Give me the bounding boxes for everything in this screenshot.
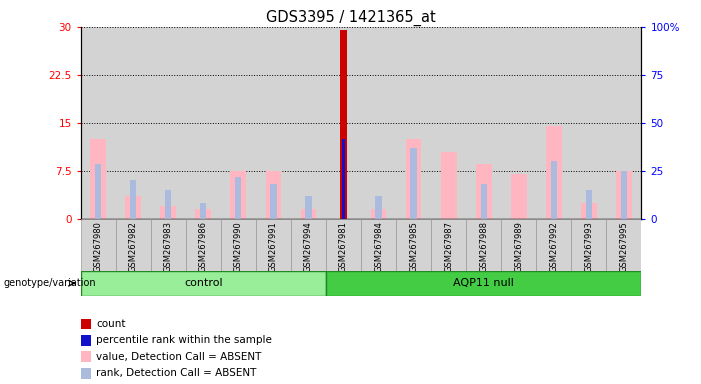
Bar xyxy=(256,27,291,219)
Bar xyxy=(236,177,242,219)
Text: GSM267992: GSM267992 xyxy=(550,222,558,272)
Text: AQP11 null: AQP11 null xyxy=(454,278,514,288)
Bar xyxy=(116,219,151,271)
Text: GSM267991: GSM267991 xyxy=(269,222,278,272)
Text: genotype/variation: genotype/variation xyxy=(4,278,96,288)
Bar xyxy=(326,219,361,271)
Text: percentile rank within the sample: percentile rank within the sample xyxy=(96,335,272,345)
Bar xyxy=(81,368,90,379)
Bar xyxy=(431,219,466,271)
Bar xyxy=(340,30,348,219)
Bar xyxy=(481,184,487,219)
Bar xyxy=(151,219,186,271)
Bar xyxy=(231,171,246,219)
Bar xyxy=(342,139,346,219)
Bar xyxy=(196,209,211,219)
Bar xyxy=(151,27,186,219)
Text: GSM267981: GSM267981 xyxy=(339,222,348,272)
Bar xyxy=(546,126,562,219)
Bar xyxy=(186,27,221,219)
Bar xyxy=(606,219,641,271)
Bar xyxy=(551,161,557,219)
Text: GSM267984: GSM267984 xyxy=(374,222,383,272)
Bar xyxy=(200,203,207,219)
Text: GSM267988: GSM267988 xyxy=(479,222,488,273)
Bar xyxy=(161,206,176,219)
Bar xyxy=(621,171,627,219)
Bar xyxy=(466,219,501,271)
Text: GSM267994: GSM267994 xyxy=(304,222,313,272)
Bar xyxy=(81,27,116,219)
Text: rank, Detection Call = ABSENT: rank, Detection Call = ABSENT xyxy=(96,368,257,378)
Bar xyxy=(81,318,90,329)
Bar xyxy=(466,27,501,219)
Bar xyxy=(326,271,641,296)
Text: control: control xyxy=(184,278,223,288)
Text: GSM267986: GSM267986 xyxy=(199,222,207,273)
Text: GSM267980: GSM267980 xyxy=(94,222,102,272)
Text: GSM267990: GSM267990 xyxy=(234,222,243,272)
Bar xyxy=(441,152,456,219)
Bar xyxy=(431,27,466,219)
Text: value, Detection Call = ABSENT: value, Detection Call = ABSENT xyxy=(96,352,261,362)
Bar xyxy=(606,27,641,219)
Bar xyxy=(536,27,571,219)
Bar xyxy=(571,27,606,219)
Bar xyxy=(95,164,102,219)
Bar xyxy=(586,190,592,219)
Bar xyxy=(476,164,491,219)
Bar xyxy=(221,219,256,271)
Bar xyxy=(411,149,416,219)
Bar xyxy=(291,27,326,219)
Bar xyxy=(376,197,382,219)
Bar xyxy=(301,209,316,219)
Bar xyxy=(81,335,90,346)
Text: GSM267995: GSM267995 xyxy=(620,222,628,272)
Bar xyxy=(81,219,116,271)
Bar xyxy=(326,27,361,219)
Bar xyxy=(221,27,256,219)
Bar xyxy=(130,180,137,219)
Bar xyxy=(501,219,536,271)
Bar xyxy=(165,190,172,219)
Bar xyxy=(116,27,151,219)
Bar xyxy=(396,219,431,271)
Bar xyxy=(581,203,597,219)
Bar xyxy=(271,184,276,219)
Bar xyxy=(616,171,632,219)
Bar xyxy=(125,197,141,219)
Text: GSM267985: GSM267985 xyxy=(409,222,418,272)
Bar xyxy=(90,139,106,219)
Bar xyxy=(256,219,291,271)
Text: GSM267993: GSM267993 xyxy=(585,222,593,272)
Bar xyxy=(406,139,421,219)
Bar xyxy=(186,219,221,271)
Text: GSM267987: GSM267987 xyxy=(444,222,453,273)
Bar xyxy=(511,174,526,219)
Bar xyxy=(361,219,396,271)
Bar xyxy=(81,271,326,296)
Text: GSM267983: GSM267983 xyxy=(164,222,172,273)
Bar xyxy=(266,171,281,219)
Bar xyxy=(536,219,571,271)
Bar xyxy=(306,197,312,219)
Bar xyxy=(396,27,431,219)
Text: GSM267989: GSM267989 xyxy=(515,222,523,272)
Bar xyxy=(571,219,606,271)
Text: GDS3395 / 1421365_at: GDS3395 / 1421365_at xyxy=(266,10,435,26)
Bar xyxy=(81,351,90,362)
Bar xyxy=(371,209,386,219)
Text: count: count xyxy=(96,319,125,329)
Text: GSM267982: GSM267982 xyxy=(129,222,137,272)
Bar xyxy=(361,27,396,219)
Bar xyxy=(501,27,536,219)
Bar xyxy=(291,219,326,271)
